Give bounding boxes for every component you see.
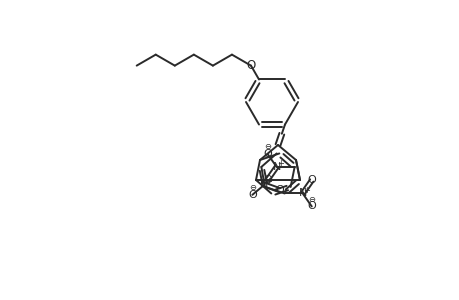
Text: O: O [247, 190, 256, 200]
Text: N: N [272, 162, 280, 172]
Text: O: O [307, 176, 315, 185]
Text: O: O [307, 201, 315, 212]
Text: O: O [246, 59, 255, 72]
Text: ⊖: ⊖ [263, 142, 270, 152]
Text: ⊖: ⊖ [308, 195, 314, 204]
Text: O: O [263, 175, 271, 185]
Text: O: O [274, 185, 283, 195]
Text: +: + [264, 177, 271, 186]
Text: O: O [263, 149, 271, 159]
Text: +: + [302, 186, 309, 195]
Text: ⊖: ⊖ [248, 183, 255, 192]
Text: +: + [277, 159, 284, 168]
Text: N: N [260, 180, 268, 190]
Text: N: N [298, 188, 306, 199]
